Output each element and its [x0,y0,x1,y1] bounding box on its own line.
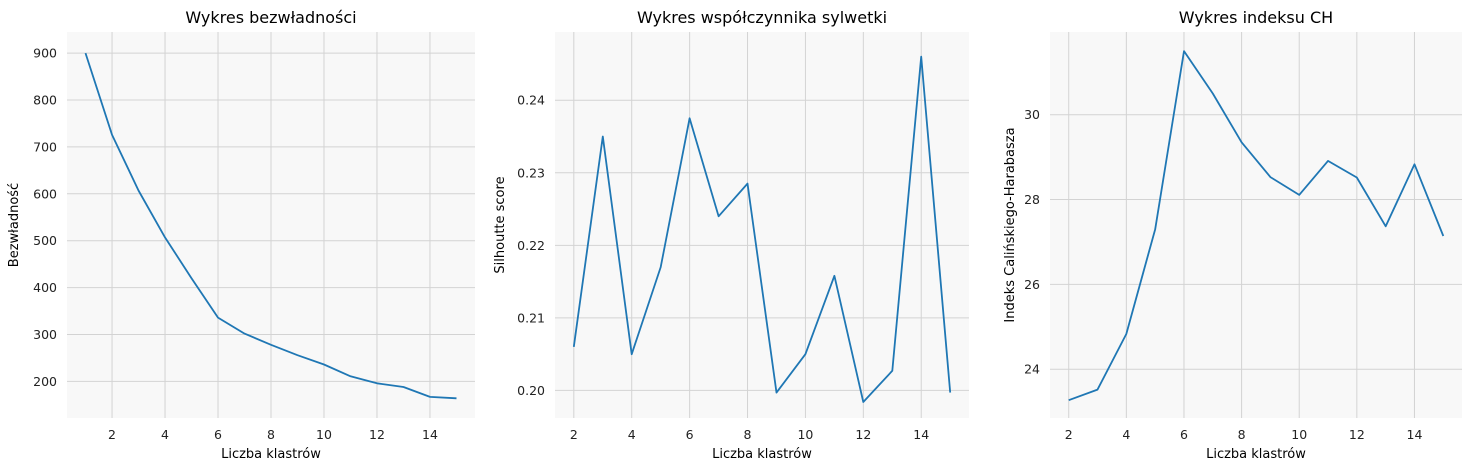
data-point [454,396,458,400]
x-tick-label: 2 [570,427,578,442]
data-point [84,51,88,55]
y-tick-label: 24 [1024,362,1040,377]
x-axis-label: Liczba klastrów [221,447,321,462]
y-tick-label: 28 [1024,192,1040,207]
data-point [190,276,194,280]
data-point [110,133,114,137]
x-tick-label: 4 [1122,427,1130,442]
data-point [1211,92,1215,96]
x-tick-label: 10 [1291,427,1307,442]
data-point [717,214,721,218]
y-tick-label: 400 [33,280,57,295]
y-tick-label: 30 [1024,107,1040,122]
y-tick-label: 26 [1024,277,1040,292]
data-point [861,400,865,404]
data-point [1182,49,1186,53]
x-tick-label: 4 [628,427,636,442]
x-tick-label: 12 [369,427,385,442]
data-point [832,274,836,278]
data-point [322,363,326,367]
chart-panel-2: 2 4 6 8 10 12 14 0.20 0.21 0.22 0.23 0.24 Wykres wsp… [493,8,969,462]
data-point [348,374,352,378]
data-point [948,391,952,395]
y-tick-label: 0.23 [517,165,545,180]
data-point [601,134,605,138]
x-axis-label: Liczba klastrów [712,447,812,462]
data-point [1124,332,1128,336]
plot-area [1050,32,1462,418]
y-tick-label: 900 [33,46,57,61]
x-tick-label: 6 [1180,427,1188,442]
data-point [1096,388,1100,392]
data-point [1441,234,1445,238]
x-axis-label: Liczba klastrów [1206,447,1306,462]
y-axis-label: Silhoutte score [493,176,508,273]
x-tick-label: 10 [316,427,332,442]
x-tick-label: 14 [913,427,929,442]
x-tick-label: 8 [267,427,275,442]
x-tick-label: 2 [108,427,116,442]
data-point [1355,175,1359,179]
data-point [269,343,273,347]
x-tick-label: 6 [686,427,694,442]
data-point [1326,159,1330,163]
series-line [572,55,952,403]
y-tick-label: 300 [33,327,57,342]
data-point [243,332,247,336]
y-tick-label: 200 [33,374,57,389]
plot-area [555,32,969,418]
chart-title: Wykres indeksu CH [1179,8,1333,27]
data-point [137,189,141,193]
data-point [216,316,220,320]
x-tick-label: 6 [214,427,222,442]
chart-panel-1: 2 4 6 8 10 12 14 200 300 400 500 600 700 800 900 Wykres… [7,8,475,462]
data-point [1384,224,1388,228]
data-point [375,381,379,385]
data-point [1153,227,1157,231]
x-tick-label: 2 [1065,427,1073,442]
y-tick-label: 0.20 [517,383,545,398]
y-axis-label: Indeks Calińskiego-Harabasza [1003,127,1018,322]
data-point [630,352,634,356]
data-point [572,345,576,349]
y-tick-label: 600 [33,186,57,201]
data-point [659,265,663,269]
y-tick-label: 0.24 [517,93,545,108]
data-point [688,116,692,120]
y-tick-label: 0.21 [517,310,545,325]
chart-title: Wykres współczynnika sylwetki [637,8,887,27]
data-point [746,182,750,186]
x-tick-label: 8 [1238,427,1246,442]
data-point [401,385,405,389]
x-tick-label: 12 [855,427,871,442]
y-tick-label: 700 [33,139,57,154]
series-line [84,52,457,400]
data-point [295,353,299,357]
data-point [890,369,894,373]
data-point [1297,193,1301,197]
data-point [1412,162,1416,166]
data-point [428,395,432,399]
y-tick-label: 800 [33,93,57,108]
series-line [1068,50,1445,402]
data-point [774,391,778,395]
y-tick-label: 0.22 [517,238,545,253]
data-point [163,235,167,239]
chart-title: Wykres bezwładności [185,8,356,27]
x-tick-label: 4 [161,427,169,442]
data-point [1240,140,1244,144]
data-point [1067,398,1071,402]
x-tick-label: 12 [1349,427,1365,442]
y-tick-label: 500 [33,233,57,248]
data-point [803,352,807,356]
x-tick-label: 14 [1407,427,1423,442]
data-point [1268,175,1272,179]
x-tick-label: 14 [422,427,438,442]
x-tick-label: 8 [744,427,752,442]
y-axis-label: Bezwładność [7,183,22,267]
data-point [919,55,923,59]
x-tick-label: 10 [797,427,813,442]
